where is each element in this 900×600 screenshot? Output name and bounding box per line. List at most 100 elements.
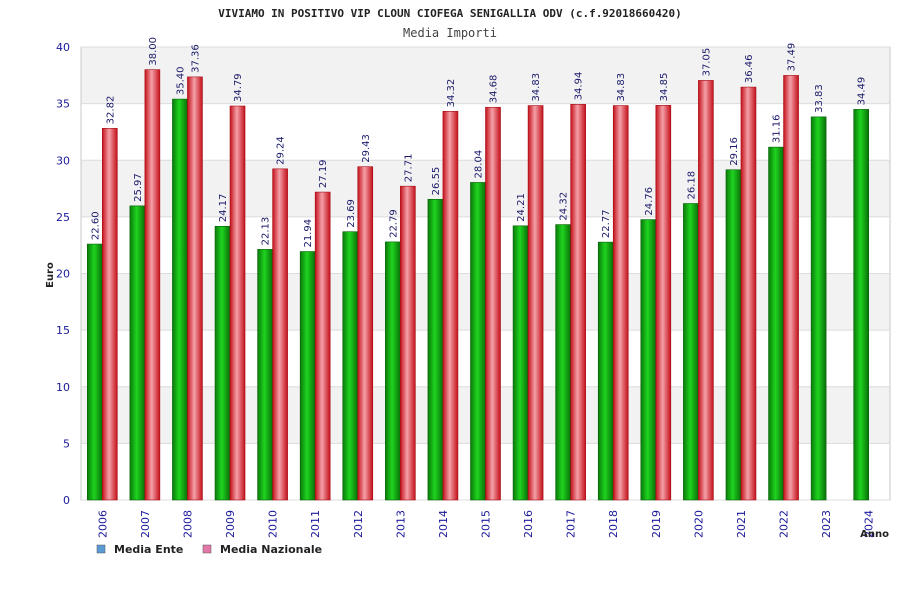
x-tick-label: 2019 bbox=[650, 510, 663, 538]
bar-media-ente bbox=[640, 219, 657, 501]
data-label: 33.83 bbox=[814, 84, 825, 113]
bar-media-ente bbox=[172, 98, 188, 501]
bar-media-nazionale bbox=[527, 105, 544, 501]
bar-media-ente bbox=[597, 241, 614, 501]
x-tick-label: 2013 bbox=[394, 510, 407, 538]
x-tick-label: 2020 bbox=[692, 510, 705, 538]
data-label: 34.79 bbox=[233, 73, 244, 102]
data-label: 34.85 bbox=[659, 73, 670, 102]
bar-media-ente bbox=[512, 225, 529, 501]
data-label: 37.05 bbox=[701, 48, 712, 77]
legend-swatch bbox=[202, 544, 212, 554]
y-tick-label: 25 bbox=[56, 211, 70, 224]
data-label: 24.21 bbox=[516, 193, 527, 222]
chart-subtitle: Media Importi bbox=[403, 26, 497, 40]
bar-media-nazionale bbox=[272, 168, 288, 501]
data-label: 21.94 bbox=[303, 219, 314, 248]
data-label: 29.24 bbox=[276, 136, 287, 165]
bar-media-nazionale bbox=[570, 104, 586, 501]
data-label: 38.00 bbox=[148, 37, 159, 66]
bar-media-ente bbox=[214, 225, 231, 501]
x-tick-label: 2014 bbox=[437, 510, 450, 538]
bar-media-ente bbox=[853, 109, 870, 501]
data-label: 35.40 bbox=[175, 66, 186, 95]
x-tick-label: 2009 bbox=[224, 510, 237, 538]
data-label: 37.36 bbox=[190, 44, 201, 73]
bar-media-nazionale bbox=[229, 105, 246, 501]
x-tick-label: 2010 bbox=[267, 510, 280, 538]
y-tick-label: 10 bbox=[56, 381, 70, 394]
data-label: 22.79 bbox=[388, 209, 399, 238]
bar-media-nazionale bbox=[655, 105, 672, 501]
bar-media-nazionale bbox=[357, 166, 374, 501]
x-axis-ticks: 2006 2007 2008 2009 2010 2011 2012 2013 2014 2015… bbox=[96, 510, 875, 538]
x-tick-label: 2017 bbox=[565, 510, 578, 538]
data-label: 27.71 bbox=[403, 154, 414, 183]
bar-media-nazionale bbox=[442, 111, 459, 501]
chart-title: VIVIAMO IN POSITIVO VIP CLOUN CIOFEGA SE… bbox=[218, 7, 682, 20]
x-tick-label: 2023 bbox=[820, 510, 833, 538]
y-tick-label: 20 bbox=[56, 268, 70, 281]
bar-media-nazionale bbox=[740, 86, 757, 501]
x-tick-label: 2012 bbox=[352, 510, 365, 538]
bar-media-ente bbox=[299, 251, 316, 501]
x-tick-label: 2021 bbox=[735, 510, 748, 538]
data-label: 31.16 bbox=[772, 114, 783, 143]
data-label: 34.32 bbox=[446, 79, 457, 108]
y-tick-label: 5 bbox=[63, 437, 70, 450]
data-label: 22.13 bbox=[261, 217, 272, 246]
bar-media-nazionale bbox=[485, 106, 501, 501]
y-tick-label: 15 bbox=[56, 324, 70, 337]
bar-media-ente bbox=[768, 146, 784, 501]
bars bbox=[86, 69, 870, 501]
data-label: 24.17 bbox=[218, 194, 229, 223]
data-label: 36.46 bbox=[744, 54, 755, 83]
bar-media-ente bbox=[342, 231, 359, 501]
bar-media-ente bbox=[86, 243, 103, 501]
data-label: 29.16 bbox=[729, 137, 740, 166]
bar-media-nazionale bbox=[314, 191, 331, 501]
bar-media-ente bbox=[470, 182, 486, 501]
x-tick-label: 2015 bbox=[480, 510, 493, 538]
bar-media-ente bbox=[427, 199, 444, 501]
bar-media-nazionale bbox=[783, 75, 799, 501]
data-label: 24.76 bbox=[644, 187, 655, 216]
data-label: 29.43 bbox=[361, 134, 372, 163]
x-tick-label: 2024 bbox=[863, 510, 876, 538]
data-labels: 22.60 32.82 25.97 38.00 35.40 37.36 24.17 34.79… bbox=[90, 37, 867, 248]
bar-media-ente bbox=[555, 224, 571, 501]
y-axis-label: Euro bbox=[45, 262, 56, 288]
data-label: 34.68 bbox=[489, 75, 500, 104]
legend-swatch bbox=[96, 544, 106, 554]
y-tick-label: 40 bbox=[56, 41, 70, 54]
data-label: 37.49 bbox=[787, 43, 798, 72]
x-tick-label: 2022 bbox=[778, 510, 791, 538]
bar-media-nazionale bbox=[612, 105, 629, 501]
bar-media-ente bbox=[683, 203, 699, 501]
data-label: 25.97 bbox=[133, 173, 144, 202]
legend: Media Ente Media Nazionale bbox=[96, 543, 322, 556]
x-axis-label: Anno bbox=[860, 529, 889, 540]
legend-label: Media Ente bbox=[114, 543, 183, 556]
bar-media-nazionale bbox=[187, 76, 203, 501]
y-tick-label: 35 bbox=[56, 98, 70, 111]
x-tick-label: 2016 bbox=[522, 510, 535, 538]
data-label: 32.82 bbox=[105, 96, 116, 125]
data-label: 22.77 bbox=[601, 209, 612, 238]
y-tick-label: 0 bbox=[63, 494, 70, 507]
data-label: 34.83 bbox=[616, 73, 627, 102]
data-label: 28.04 bbox=[474, 150, 485, 179]
x-tick-label: 2006 bbox=[96, 510, 109, 538]
data-label: 26.55 bbox=[431, 167, 442, 196]
bar-media-ente bbox=[385, 241, 401, 501]
data-label: 26.18 bbox=[686, 171, 697, 200]
x-tick-label: 2007 bbox=[139, 510, 152, 538]
bar-media-nazionale bbox=[400, 185, 416, 501]
data-label: 34.49 bbox=[857, 77, 868, 106]
bar-media-nazionale bbox=[101, 128, 118, 501]
data-label: 34.83 bbox=[531, 73, 542, 102]
x-tick-label: 2011 bbox=[309, 510, 322, 538]
x-tick-label: 2018 bbox=[607, 510, 620, 538]
data-label: 27.19 bbox=[318, 159, 329, 188]
